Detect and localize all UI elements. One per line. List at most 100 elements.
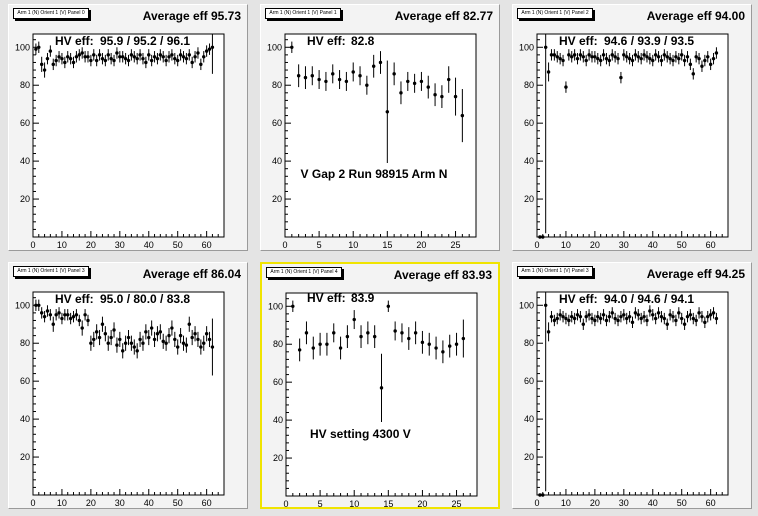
data-point bbox=[665, 322, 669, 326]
efficiency-plot: 20 40 60 80 100 0 5 10 15 20 25 HV eff: 83.9 HV se… bbox=[268, 291, 478, 509]
data-point bbox=[659, 58, 664, 63]
data-point bbox=[193, 332, 197, 336]
efficiency-plot: 20 40 60 80 100 0 10 20 30 40 50 60 HV eff: 95.0 / … bbox=[15, 291, 225, 508]
data-point bbox=[572, 53, 577, 57]
data-point bbox=[51, 322, 55, 326]
data-point bbox=[184, 56, 189, 61]
x-tick-label: 20 bbox=[86, 240, 96, 250]
plot-frame bbox=[32, 291, 225, 496]
plot-pad-0[interactable]: Arm 1 (N) Orient 1 (V) Panel 0 Average e… bbox=[8, 4, 248, 251]
data-point bbox=[552, 53, 557, 57]
data-point bbox=[587, 53, 591, 57]
data-point bbox=[642, 53, 646, 57]
data-point bbox=[45, 309, 50, 313]
data-point bbox=[158, 53, 163, 57]
data-point bbox=[155, 332, 160, 336]
data-point bbox=[144, 60, 148, 65]
data-point bbox=[671, 314, 675, 319]
y-tick-label: 100 bbox=[519, 42, 534, 52]
x-tick-label: 40 bbox=[144, 498, 154, 508]
data-point bbox=[653, 53, 658, 57]
data-point bbox=[546, 330, 551, 334]
data-point bbox=[147, 335, 151, 340]
data-point bbox=[570, 55, 574, 59]
data-point bbox=[175, 58, 180, 63]
data-point bbox=[581, 322, 586, 326]
hv-eff-label: HV eff: bbox=[307, 34, 346, 48]
data-point bbox=[173, 337, 177, 342]
data-point bbox=[633, 53, 638, 57]
data-point bbox=[181, 55, 186, 59]
data-point bbox=[706, 314, 710, 319]
data-point bbox=[167, 333, 171, 338]
data-point bbox=[419, 79, 424, 84]
x-tick-label: 10 bbox=[348, 240, 358, 250]
data-point bbox=[37, 303, 41, 307]
data-point bbox=[161, 55, 165, 59]
data-point bbox=[400, 331, 404, 335]
plot-pad-3[interactable]: Arm 1 (N) Orient 1 (V) Panel 3 Average e… bbox=[8, 262, 248, 509]
x-tick-label: 20 bbox=[590, 240, 600, 250]
x-tick-label: 20 bbox=[590, 498, 600, 508]
data-point bbox=[714, 316, 719, 321]
plot-pad-2[interactable]: Arm 1 (N) Orient 1 (V) Panel 2 Average e… bbox=[512, 4, 752, 251]
data-point bbox=[193, 55, 197, 59]
plot-area: 20 40 60 80 100 0 5 10 15 20 25 bbox=[267, 33, 477, 250]
data-point bbox=[619, 314, 623, 319]
data-point bbox=[420, 340, 425, 345]
data-point bbox=[543, 303, 548, 307]
data-point bbox=[103, 332, 108, 336]
data-point bbox=[210, 345, 215, 349]
data-point bbox=[711, 56, 716, 61]
data-point bbox=[558, 313, 562, 317]
data-point bbox=[135, 349, 139, 353]
data-point bbox=[546, 70, 551, 74]
plot-pad-5[interactable]: Arm 1 (N) Orient 1 (V) Panel 3 Average e… bbox=[512, 262, 752, 509]
data-point bbox=[630, 58, 635, 63]
data-point bbox=[697, 311, 701, 315]
data-point bbox=[541, 493, 545, 497]
data-point bbox=[610, 53, 614, 57]
data-point bbox=[210, 45, 215, 49]
data-point bbox=[338, 346, 343, 350]
plot-frame bbox=[536, 33, 729, 238]
data-point bbox=[596, 314, 600, 319]
data-point bbox=[161, 339, 165, 344]
data-point bbox=[92, 53, 96, 57]
data-point bbox=[48, 313, 53, 317]
plot-area: 20 40 60 80 100 0 5 10 15 20 25 bbox=[268, 292, 478, 509]
data-point bbox=[68, 316, 73, 321]
data-point bbox=[549, 53, 554, 57]
y-tick-label: 40 bbox=[524, 414, 534, 424]
data-point bbox=[54, 58, 58, 63]
data-point bbox=[74, 313, 79, 317]
data-point bbox=[352, 317, 356, 322]
x-tick-label: 40 bbox=[144, 240, 154, 250]
hv-eff-values: 95.0 / 80.0 / 83.8 bbox=[100, 292, 190, 306]
data-point bbox=[578, 314, 583, 319]
data-point bbox=[129, 53, 134, 57]
data-point bbox=[89, 341, 93, 345]
data-point bbox=[622, 53, 626, 57]
data-point bbox=[100, 322, 105, 326]
pad-title: Arm 1 (N) Orient 1 (V) Panel 0 bbox=[13, 8, 89, 19]
data-point bbox=[126, 58, 131, 63]
data-point bbox=[135, 56, 139, 61]
y-tick-label: 80 bbox=[20, 80, 30, 90]
data-point bbox=[385, 110, 390, 114]
plot-pad-4[interactable]: Arm 1 (N) Orient 1 (V) Panel 4 Average e… bbox=[260, 262, 500, 509]
x-tick-label: 25 bbox=[451, 240, 461, 250]
data-point bbox=[204, 49, 209, 53]
data-point bbox=[45, 56, 50, 61]
data-point bbox=[587, 313, 591, 317]
plot-pad-1[interactable]: Arm 1 (N) Orient 1 (V) Panel 1 Average e… bbox=[260, 4, 500, 251]
data-point bbox=[653, 316, 658, 321]
x-tick-label: 50 bbox=[677, 498, 687, 508]
pad-title: Arm 1 (N) Orient 1 (V) Panel 1 bbox=[265, 8, 341, 19]
y-tick-label: 100 bbox=[15, 300, 30, 310]
data-point bbox=[80, 326, 84, 330]
data-point bbox=[581, 55, 586, 59]
y-tick-label: 40 bbox=[524, 156, 534, 166]
x-tick-label: 0 bbox=[283, 499, 288, 509]
data-point bbox=[708, 62, 713, 67]
